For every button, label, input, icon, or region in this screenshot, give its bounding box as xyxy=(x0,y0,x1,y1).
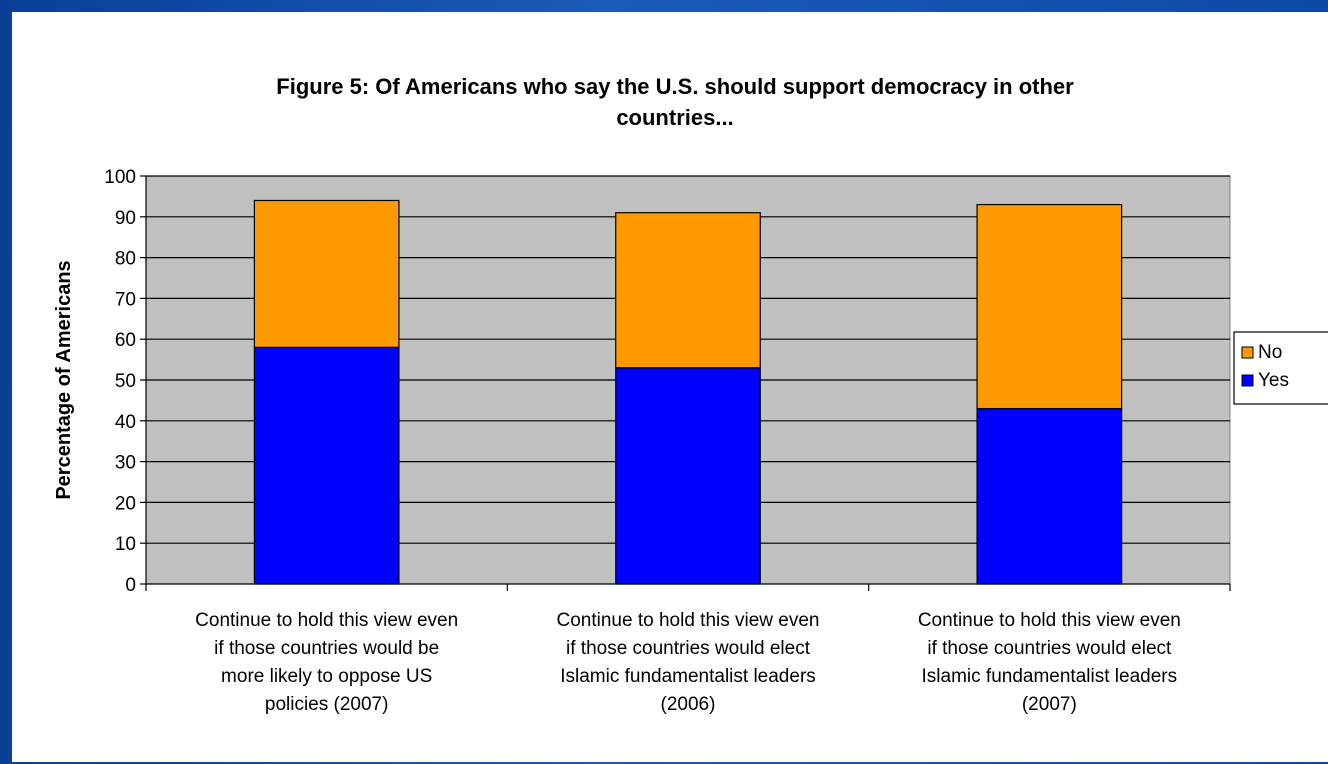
y-axis-label: Percentage of Americans xyxy=(53,260,75,499)
y-tick-label: 70 xyxy=(115,289,136,310)
bar-yes-1 xyxy=(253,346,400,585)
stacked-bar-chart: Figure 5: Of Americans who say the U.S. … xyxy=(53,74,1328,715)
category-label-line: if those countries would be xyxy=(214,638,439,659)
legend-box xyxy=(1233,331,1328,405)
bar-no-2 xyxy=(615,212,761,369)
y-tick-label: 0 xyxy=(125,575,136,596)
bar-no-1 xyxy=(253,199,400,348)
category-label: Continue to hold this view even if those … xyxy=(195,610,458,715)
slide-panel: Figure 5: Of Americans who say the U.S. … xyxy=(12,12,1328,762)
y-tick-label: 80 xyxy=(115,249,136,270)
category-labels: Continue to hold this view even if those … xyxy=(195,610,1181,715)
bars xyxy=(253,199,1123,585)
category-label-line: Islamic fundamentalist leaders xyxy=(922,666,1178,687)
y-tick-labels: 0 10 20 30 40 50 60 70 80 90 100 xyxy=(104,167,136,596)
legend-swatch-no xyxy=(1241,346,1254,359)
y-tick-label: 40 xyxy=(115,412,136,433)
category-label: Continue to hold this view even if those … xyxy=(918,610,1181,715)
y-tick-label: 60 xyxy=(115,330,136,351)
legend: No Yes xyxy=(1233,331,1328,405)
y-tick-label: 90 xyxy=(115,208,136,229)
y-tick-label: 30 xyxy=(115,453,136,474)
category-label-line: (2007) xyxy=(1022,694,1077,715)
chart-title-line: Figure 5: Of Americans who say the U.S. … xyxy=(276,74,1074,99)
category-label-line: Islamic fundamentalist leaders xyxy=(560,666,816,687)
bar-no-3 xyxy=(976,203,1123,410)
legend-swatch-yes xyxy=(1241,374,1254,387)
chart-title-line: countries... xyxy=(616,105,733,130)
category-label-line: Continue to hold this view even xyxy=(918,610,1181,631)
bar-yes-2 xyxy=(615,367,761,585)
chart-title: Figure 5: Of Americans who say the U.S. … xyxy=(276,74,1074,130)
axes xyxy=(140,175,1231,591)
category-label-line: (2006) xyxy=(661,694,716,715)
y-tick-label: 50 xyxy=(115,371,136,392)
legend-label-yes: Yes xyxy=(1258,370,1289,391)
category-label-line: more likely to oppose US xyxy=(221,666,432,687)
y-tick-label: 10 xyxy=(115,534,136,555)
category-label-line: Continue to hold this view even xyxy=(195,610,458,631)
category-label-line: if those countries would elect xyxy=(927,638,1172,659)
y-tick-label: 20 xyxy=(115,493,136,514)
category-label-line: if those countries would elect xyxy=(566,638,811,659)
legend-label-no: No xyxy=(1258,342,1282,363)
bar-yes-3 xyxy=(976,407,1123,585)
category-label-line: Continue to hold this view even xyxy=(557,610,820,631)
category-label-line: policies (2007) xyxy=(265,694,389,715)
y-tick-label: 100 xyxy=(104,167,136,188)
category-label: Continue to hold this view even if those … xyxy=(557,610,820,715)
